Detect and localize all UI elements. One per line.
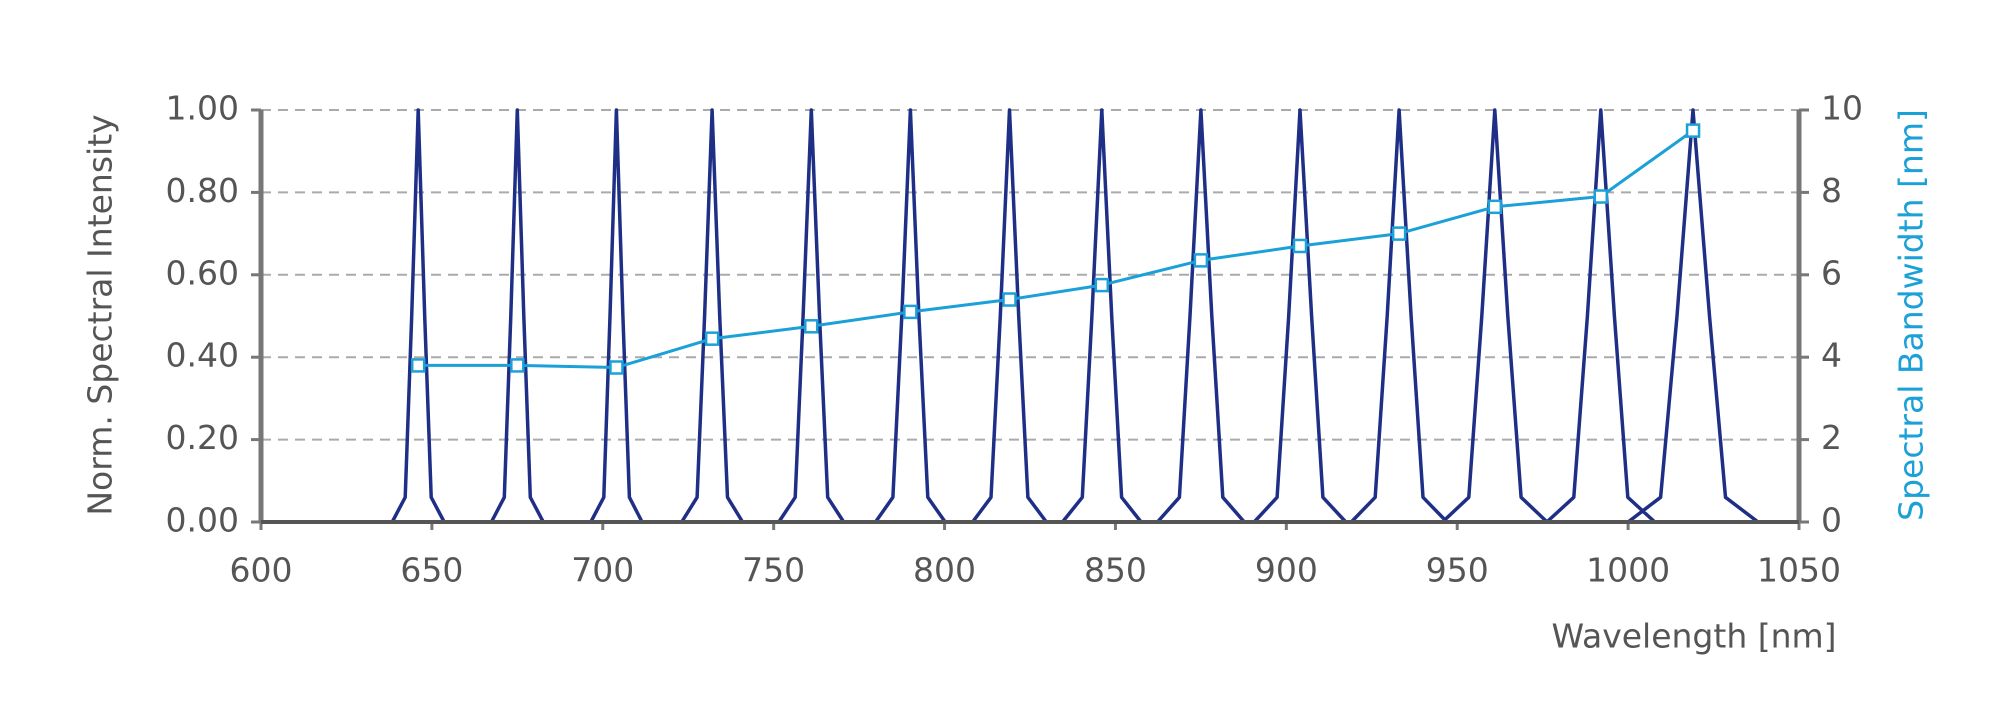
y2-tick-label: 4 bbox=[1821, 336, 1842, 375]
x-tick-label: 800 bbox=[913, 551, 976, 590]
marker bbox=[1002, 292, 1017, 307]
y2-tick-label: 0 bbox=[1821, 501, 1842, 540]
data-line bbox=[418, 129, 1694, 369]
x-tick-label: 900 bbox=[1255, 551, 1318, 590]
y-tick-label: 0.20 bbox=[166, 418, 239, 457]
marker bbox=[410, 358, 426, 373]
y2-tick-label: 6 bbox=[1821, 253, 1842, 292]
marker bbox=[804, 319, 819, 334]
marker bbox=[1391, 226, 1407, 241]
x-tick-label: 750 bbox=[742, 551, 805, 590]
y-tick-label: 0.40 bbox=[166, 336, 239, 375]
y-tick-label: 1.00 bbox=[166, 89, 239, 128]
y-tick-label: 0.60 bbox=[166, 253, 239, 292]
y2-axis-title: Spectral Bandwidth [nm] bbox=[1892, 109, 1931, 521]
marker bbox=[609, 360, 624, 375]
x-tick-label: 1000 bbox=[1586, 551, 1670, 590]
x-tick-label: 600 bbox=[230, 551, 293, 590]
y-axis-title: Norm. Spectral Intensity bbox=[81, 114, 120, 515]
y-tick-label: 0.00 bbox=[166, 501, 239, 540]
x-tick-label: 850 bbox=[1084, 551, 1147, 590]
marker bbox=[903, 304, 918, 320]
marker bbox=[1193, 253, 1209, 268]
marker bbox=[1487, 199, 1503, 215]
x-tick-label: 650 bbox=[400, 551, 463, 590]
marker bbox=[1292, 238, 1308, 254]
marker bbox=[510, 358, 525, 373]
marker bbox=[1685, 123, 1701, 138]
marker bbox=[1593, 189, 1609, 204]
marker bbox=[1094, 277, 1110, 293]
x-axis-title: Wavelength [nm] bbox=[1551, 617, 1836, 656]
x-tick-label: 700 bbox=[571, 551, 634, 590]
y2-tick-label: 10 bbox=[1821, 89, 1863, 128]
y-tick-label: 0.80 bbox=[166, 171, 239, 210]
x-tick-label: 1050 bbox=[1757, 551, 1841, 590]
data-line bbox=[390, 108, 1760, 524]
marker bbox=[704, 331, 720, 346]
y2-tick-label: 8 bbox=[1821, 171, 1842, 210]
y2-tick-label: 2 bbox=[1821, 418, 1842, 457]
x-tick-label: 950 bbox=[1426, 551, 1489, 590]
